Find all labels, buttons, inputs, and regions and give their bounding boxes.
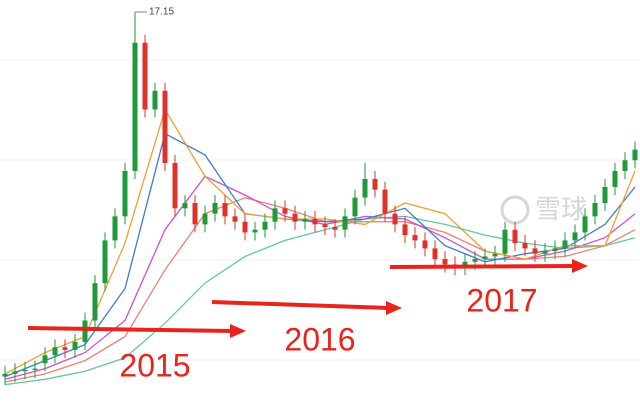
candle-body: [542, 251, 548, 254]
peak-label: 17.15: [149, 7, 174, 18]
arrows: [27, 259, 588, 338]
candle-body: [402, 224, 408, 236]
candle-body: [322, 224, 328, 228]
candle-body: [72, 341, 78, 350]
candle-body: [462, 261, 468, 268]
candle-body: [192, 203, 198, 225]
candle-body: [2, 373, 8, 377]
candle-body: [182, 203, 188, 209]
candle-body: [412, 235, 418, 241]
candle-body: [592, 203, 598, 217]
candle-body: [232, 216, 238, 222]
annotation: 2017: [466, 282, 537, 318]
annotation: 2016: [284, 321, 355, 357]
candle-body: [82, 320, 88, 342]
candle-body: [602, 186, 608, 203]
candle-body: [62, 347, 68, 350]
candle-body: [242, 221, 248, 233]
candle-body: [262, 221, 268, 230]
candle-body: [632, 149, 638, 161]
candle-body: [172, 162, 178, 209]
candle-body: [122, 170, 128, 217]
candle-body: [142, 42, 148, 110]
candle-body: [532, 248, 538, 254]
candle-body: [212, 203, 218, 214]
candle-body: [282, 208, 288, 214]
candle-body: [562, 240, 568, 249]
candle-body: [162, 90, 168, 163]
candle-body: [522, 243, 528, 249]
candle-body: [372, 178, 378, 190]
candle-body: [202, 213, 208, 225]
candle-body: [442, 259, 448, 265]
candle-body: [222, 203, 228, 217]
candle-body: [42, 355, 48, 364]
candle-body: [342, 216, 348, 230]
candle-body: [152, 90, 158, 110]
candle-body: [132, 42, 138, 171]
candle-body: [252, 229, 258, 233]
candle-body: [332, 227, 338, 230]
candle-body: [292, 213, 298, 222]
watermark: 雪球: [500, 194, 587, 225]
candle-body: [102, 240, 108, 284]
candle-body: [312, 219, 318, 225]
candle-body: [22, 369, 28, 372]
candle-body: [432, 248, 438, 260]
candle-body: [622, 160, 628, 171]
candle-body: [552, 248, 558, 252]
watermark-text: 雪球: [535, 194, 587, 224]
candle-body: [482, 256, 488, 260]
candle-body: [382, 189, 388, 214]
candle-body: [272, 208, 278, 222]
candle-body: [492, 253, 498, 257]
candle-body: [572, 232, 578, 241]
annotation: 2015: [119, 347, 190, 383]
candle-body: [52, 347, 58, 356]
candle-body: [512, 229, 518, 244]
candle-body: [612, 170, 618, 187]
candle-body: [352, 197, 358, 217]
candle-body: [32, 368, 38, 370]
candle-body: [502, 229, 508, 254]
candle-body: [12, 371, 18, 374]
candle-body: [362, 178, 368, 198]
candle-body: [582, 216, 588, 233]
candle-body: [302, 219, 308, 222]
candle-body: [472, 259, 478, 262]
moving-average: [4, 215, 636, 386]
candle-body: [112, 216, 118, 241]
candle-body: [92, 283, 98, 321]
candle-body: [392, 213, 398, 225]
candle-body: [422, 240, 428, 249]
